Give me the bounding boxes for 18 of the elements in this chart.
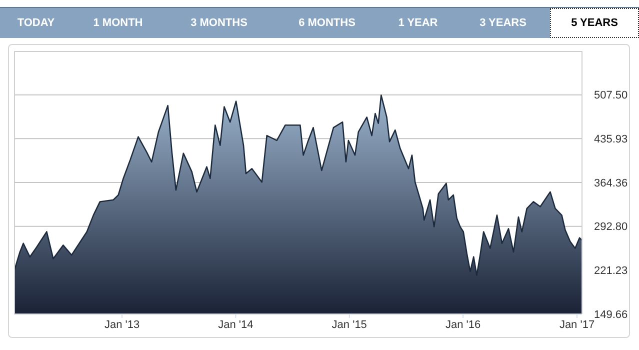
x-tick-label: Jan '13: [104, 318, 140, 331]
text: 1 MONTH: [92, 16, 144, 31]
text: 5 YEARS: [550, 8, 639, 38]
y-tick-label: 507.50: [594, 90, 628, 102]
x-tick-label: Jan '14: [218, 318, 254, 331]
y-tick-label: 364.36: [594, 177, 628, 190]
y-tick-label: 149.66: [594, 308, 628, 321]
x-tick-label: Jan '17: [559, 318, 595, 331]
text: 1 YEAR: [397, 16, 439, 31]
text: TODAY: [16, 16, 56, 31]
x-tick-label: Jan '16: [445, 318, 481, 331]
y-tick-label: 221.23: [594, 265, 628, 278]
text: 6 MONTHS: [298, 16, 356, 31]
y-tick-label: 292.80: [594, 221, 628, 234]
y-tick-label: 435.93: [594, 134, 628, 146]
text: 3 YEARS: [478, 16, 528, 31]
text: 3 MONTHS: [190, 16, 248, 31]
x-tick-label: Jan '15: [332, 318, 367, 331]
